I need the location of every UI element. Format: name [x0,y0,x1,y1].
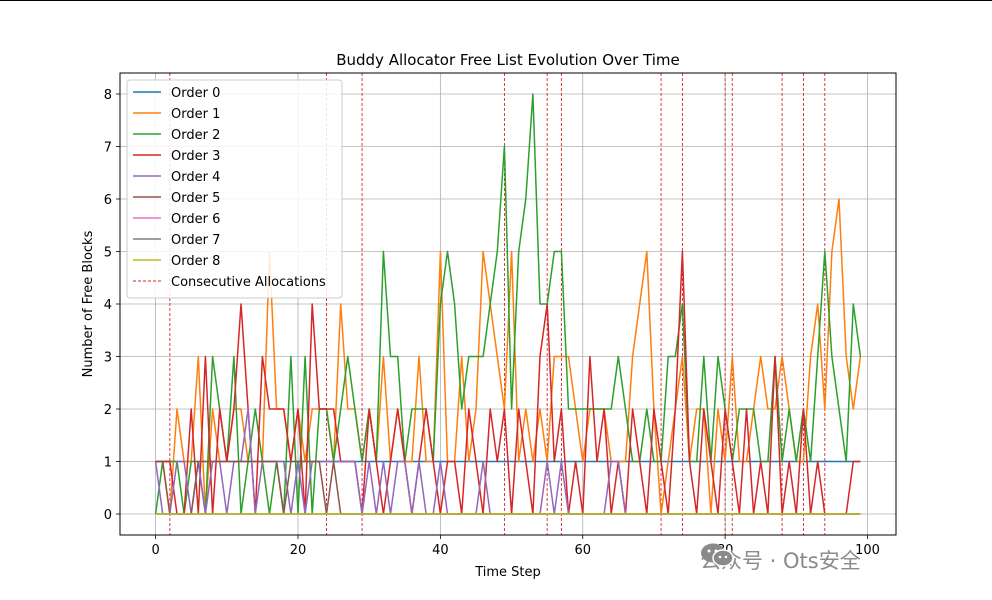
x-tick-label: 40 [432,543,449,558]
y-axis-ticks: 0 1 2 3 4 5 6 7 8 [104,88,120,523]
y-tick-label: 4 [104,298,112,313]
legend-label: Order 5 [171,191,220,206]
series-lines [154,93,862,515]
legend-label: Order 4 [171,170,220,185]
legend-label: Order 7 [171,233,220,248]
x-axis-label: Time Step [474,565,541,580]
series-line-order-2 [154,93,862,515]
x-tick-label: 20 [290,543,307,558]
chart-title: Buddy Allocator Free List Evolution Over… [336,51,680,69]
legend-label: Order 0 [171,86,220,101]
legend: Order 0 Order 1 Order 2 Order 3 Order 4 Order… [126,79,343,299]
legend-label: Order 2 [171,128,220,143]
legend-label: Order 8 [171,254,220,269]
y-tick-label: 6 [104,193,112,208]
y-tick-label: 1 [104,456,112,471]
legend-label: Order 3 [171,149,220,164]
y-tick-label: 5 [104,246,112,261]
legend-label: Consecutive Allocations [171,275,326,290]
x-tick-label: 0 [151,543,159,558]
y-tick-label: 8 [104,88,112,103]
y-tick-label: 7 [104,141,112,156]
watermark: 公众号 · Ots安全 [700,542,861,578]
x-tick-label: 100 [855,543,880,558]
x-tick-label: 60 [574,543,591,558]
y-tick-label: 0 [104,508,112,523]
y-tick-label: 2 [104,403,112,418]
wechat-icon [701,543,734,567]
legend-label: Order 6 [171,212,220,227]
series-line-order-3 [155,250,861,515]
y-tick-label: 3 [104,351,112,366]
legend-label: Order 1 [171,107,220,122]
top-border [0,0,992,1]
legend-box [126,79,343,299]
y-axis-label: Number of Free Blocks [81,230,96,377]
